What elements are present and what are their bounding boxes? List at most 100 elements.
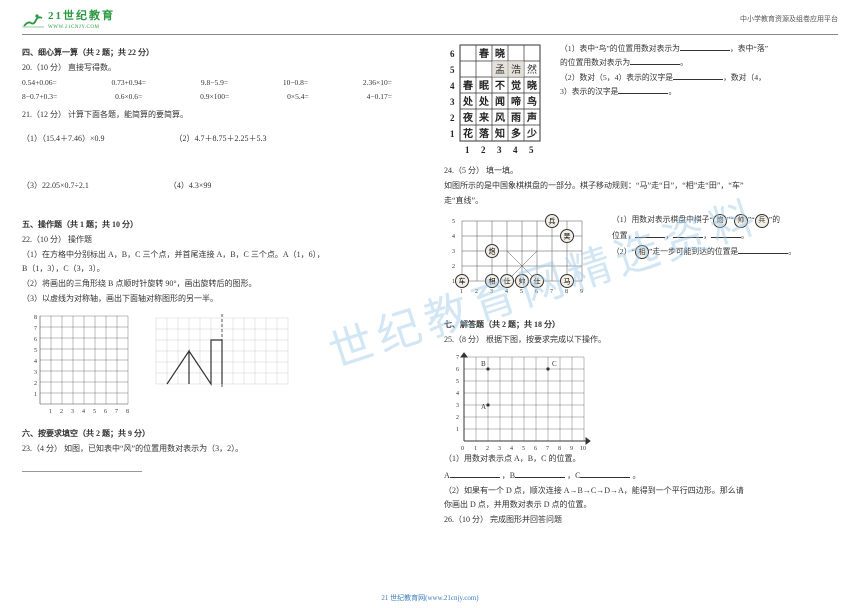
svg-text:C: C <box>552 360 557 368</box>
svg-text:10: 10 <box>580 446 586 451</box>
calc-cell: 2.36×10= <box>363 77 392 89</box>
svg-text:晓: 晓 <box>495 47 505 60</box>
t: ”的 <box>769 215 780 224</box>
svg-text:5: 5 <box>456 379 459 385</box>
svg-text:8: 8 <box>126 409 129 415</box>
blank <box>673 70 723 80</box>
poem-t1b: ，表中“落” <box>730 44 768 53</box>
poem-t2b: 。 <box>680 58 688 67</box>
poem-t3b: ，数对（4， <box>723 73 766 82</box>
svg-text:知: 知 <box>494 127 505 140</box>
chess-t1a: （1）用数对表示棋盘中棋子“ <box>612 215 713 224</box>
svg-text:2: 2 <box>450 113 455 123</box>
svg-text:3: 3 <box>34 370 37 376</box>
svg-text:吴: 吴 <box>564 233 571 241</box>
chess-board: 12 34 5 12 34 56 78 9 炮 <box>444 213 604 313</box>
svg-text:3: 3 <box>452 249 455 255</box>
svg-text:4: 4 <box>505 289 508 295</box>
svg-text:6: 6 <box>104 409 107 415</box>
svg-text:8: 8 <box>34 315 37 321</box>
svg-text:6: 6 <box>534 446 537 451</box>
section-6-title: 六、按要求填空（共 2 题；共 9 分） <box>22 428 414 441</box>
q25-abc: A ，B ，C 。 <box>444 468 836 483</box>
svg-text:9: 9 <box>580 289 583 295</box>
calc-cell: 0.73+0.94= <box>111 77 146 89</box>
svg-text:3: 3 <box>498 446 501 451</box>
brand-text: 21世纪教育 WWW.21CNJY.COM <box>48 8 115 32</box>
q22: 22.（10 分） 操作题 <box>22 234 414 247</box>
svg-text:1: 1 <box>49 409 52 415</box>
poem-t4b: 。 <box>668 87 676 96</box>
svg-text:2: 2 <box>475 289 478 295</box>
svg-text:A: A <box>481 403 486 411</box>
q20: 20.（10 分） 直接写得数。 <box>22 62 414 75</box>
svg-text:兵: 兵 <box>549 217 556 226</box>
svg-text:3: 3 <box>71 409 74 415</box>
q22-1: （1）在方格中分别标出 A，B，C 三个点，并首尾连接 A，B，C 三个点。A（… <box>22 249 414 262</box>
q21-2: （2）4.7＋8.75＋2.25＋5.3 <box>175 133 267 146</box>
grid-2 <box>151 310 301 400</box>
q24-desc2: 走“直线”。 <box>444 195 836 208</box>
poem-block: 春晓 春眠不觉晓 处处闻啼鸟 夜来风雨声 花落知多少 65 43 21 12 <box>444 41 836 161</box>
svg-text:5: 5 <box>529 145 534 155</box>
svg-text:3: 3 <box>497 145 502 155</box>
q22-3: （3）以虚线为对称轴，画出下面轴对称图形的另一半。 <box>22 293 414 306</box>
q22-2: （2）将画出的三角形绕 B 点顺时针旋转 90°，画出旋转后的图形。 <box>22 278 414 291</box>
platform-text: 中小学教育资源及组卷应用平台 <box>740 14 838 25</box>
piece-icon: 相 <box>635 245 649 259</box>
svg-text:孟: 孟 <box>495 64 505 76</box>
blank <box>680 41 730 51</box>
q23: 23.（4 分） 如图，已知表中“风”的位置用数对表示为（3，2）。 <box>22 443 414 456</box>
t: ”“ <box>748 215 755 224</box>
svg-text:8: 8 <box>558 446 561 451</box>
svg-text:晓: 晓 <box>527 79 537 92</box>
svg-text:不: 不 <box>495 80 505 92</box>
q25-2b: 你画出 D 点，并用数对表示 D 点的位置。 <box>444 499 836 512</box>
svg-text:炮: 炮 <box>489 247 496 256</box>
svg-text:春: 春 <box>479 47 489 60</box>
svg-text:0: 0 <box>461 446 464 451</box>
blank <box>618 84 668 94</box>
svg-text:7: 7 <box>546 446 549 451</box>
period: 。 <box>632 471 640 480</box>
section-7-title: 七、解答题（共 2 题；共 18 分） <box>444 319 836 332</box>
poem-t4a: 3）表示的汉字是 <box>560 87 618 96</box>
svg-text:眠: 眠 <box>479 80 489 92</box>
svg-text:1: 1 <box>474 446 477 451</box>
calc-cell: 0×5.4= <box>287 91 309 103</box>
footer: 21 世纪教育网(www.21cnjy.com) <box>0 593 860 604</box>
svg-text:6: 6 <box>450 49 455 59</box>
svg-text:1: 1 <box>465 145 470 155</box>
svg-text:3: 3 <box>456 403 459 409</box>
calc-cell: 8−0.7+0.3= <box>22 91 57 103</box>
chess-block: 12 34 5 12 34 56 78 9 炮 <box>444 213 836 313</box>
q21-1: （1）（15.4＋7.46）×0.9 <box>22 133 105 146</box>
svg-text:帅: 帅 <box>519 277 526 286</box>
svg-text:仕: 仕 <box>534 277 541 286</box>
svg-text:觉: 觉 <box>511 79 521 92</box>
piece-icon: 兵 <box>755 214 769 228</box>
svg-text:6: 6 <box>456 367 459 373</box>
svg-text:啼: 啼 <box>511 95 521 108</box>
svg-text:6: 6 <box>535 289 538 295</box>
chess-t3b: ”走一步可能到达的位置是 <box>649 247 738 256</box>
q25-grid: 12 34 56 7 0 12 34 56 78 910 B <box>444 351 836 451</box>
svg-text:处: 处 <box>462 95 474 108</box>
svg-text:1: 1 <box>460 289 463 295</box>
svg-text:8: 8 <box>565 289 568 295</box>
poem-t3a: （2）数对（5，4）表示的汉字是 <box>560 73 673 82</box>
q25-2: （2）如果有一个 D 点，顺次连接 A→B→C→D→A，能得到一个平行四边形。那… <box>444 485 836 498</box>
svg-text:9: 9 <box>570 446 573 451</box>
svg-text:仕: 仕 <box>504 277 511 286</box>
svg-text:1: 1 <box>34 392 37 398</box>
chess-t2: 位置， <box>612 231 635 240</box>
runner-icon <box>22 12 44 28</box>
svg-text:落: 落 <box>479 127 490 140</box>
svg-text:7: 7 <box>456 355 459 361</box>
svg-text:鸟: 鸟 <box>527 95 537 108</box>
columns: 四、细心算一算（共 2 题；共 22 分） 20.（10 分） 直接写得数。 0… <box>22 41 838 527</box>
q21: 21.（12 分） 计算下面各题，能简算的要简算。 <box>22 109 414 122</box>
svg-text:3: 3 <box>490 289 493 295</box>
svg-text:7: 7 <box>550 289 553 295</box>
svg-text:2: 2 <box>456 415 459 421</box>
